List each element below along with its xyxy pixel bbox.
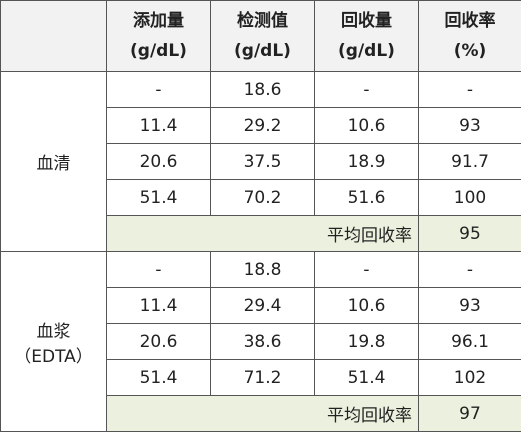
cell: 37.5 [210, 143, 315, 180]
cell: 10.6 [314, 107, 419, 144]
header-cell: 检测值 (g/dL) [210, 0, 315, 72]
data-row: 血浆 （EDTA） -18.8- - [0, 251, 521, 432]
cell-text: 添加量 [133, 11, 184, 31]
cell: 20.6 [106, 323, 211, 360]
cell: 51.4 [106, 179, 211, 216]
cell: - [106, 71, 211, 108]
data-row: 51.4 71.2 51.4 102 [1, 359, 521, 396]
cell: - [418, 251, 521, 288]
cell: 18.9 [314, 143, 419, 180]
cell-text: (g/dL) [338, 41, 395, 61]
cell: 29.2 [210, 107, 315, 144]
cell-text: 检测值 [237, 11, 288, 31]
average-label: 平均回收率 [106, 395, 419, 432]
cell: 102 [418, 359, 521, 396]
cell: 51.6 [314, 179, 419, 216]
cell: 10.6 [314, 287, 419, 324]
cell: 18.6 [210, 71, 315, 108]
average-label: 平均回收率 [106, 215, 419, 252]
cell-text: 血浆 [36, 321, 71, 342]
cell: 11.4 [106, 107, 211, 144]
cell: 38.6 [210, 323, 315, 360]
cell: 93 [418, 107, 521, 144]
cell: 71.2 [210, 359, 315, 396]
average-value: 95 [418, 215, 521, 252]
header-cell: 回收量 (g/dL) [314, 0, 419, 72]
cell-text: 血清 [36, 154, 71, 174]
cell: - [418, 71, 521, 108]
cell: 100 [418, 179, 521, 216]
cell: - [314, 71, 419, 108]
data-row: 11.4 29.2 10.6 93 [1, 107, 521, 144]
average-row: 平均回收率 95 [1, 215, 521, 252]
cell: 96.1 [418, 323, 521, 360]
average-row: 平均回收率 97 [1, 395, 521, 432]
cell-text: (%) [453, 41, 487, 61]
cell: 91.7 [418, 143, 521, 180]
cell: 20.6 [106, 143, 211, 180]
header-row: 添加量 (g/dL) 检测值 (g/dL) 回收量 (g/dL) 回收率 (%) [0, 0, 521, 72]
cell-text: （EDTA） [14, 346, 93, 367]
data-row: 血清 -18.6- - [0, 71, 521, 252]
cell: 51.4 [106, 359, 211, 396]
data-row: 11.4 29.4 10.6 93 [1, 287, 521, 324]
cell: - [106, 251, 211, 288]
cell: 70.2 [210, 179, 315, 216]
header-cell: 添加量 (g/dL) [106, 0, 211, 72]
cell: - [314, 251, 419, 288]
cell: 11.4 [106, 287, 211, 324]
cell-text: 回收率 [444, 11, 496, 31]
cell: 18.8 [210, 251, 315, 288]
cell-text: (g/dL) [234, 41, 291, 61]
data-row: 51.4 70.2 51.6 100 [1, 179, 521, 216]
cell: 19.8 [314, 323, 419, 360]
cell-text: (g/dL) [130, 41, 187, 61]
header-cell: 回收率 (%) [418, 0, 521, 72]
cell: 51.4 [314, 359, 419, 396]
cell: 29.4 [210, 287, 315, 324]
data-row: 20.6 37.5 18.9 91.7 [1, 143, 521, 180]
group-label: 血清 [0, 71, 107, 252]
cell: 93 [418, 287, 521, 324]
average-value: 97 [418, 395, 521, 432]
group-label: 血浆 （EDTA） [0, 251, 107, 432]
data-row: 20.6 38.6 19.8 96.1 [1, 323, 521, 360]
cell-text: 回收量 [341, 11, 392, 31]
header-cell [0, 0, 107, 72]
